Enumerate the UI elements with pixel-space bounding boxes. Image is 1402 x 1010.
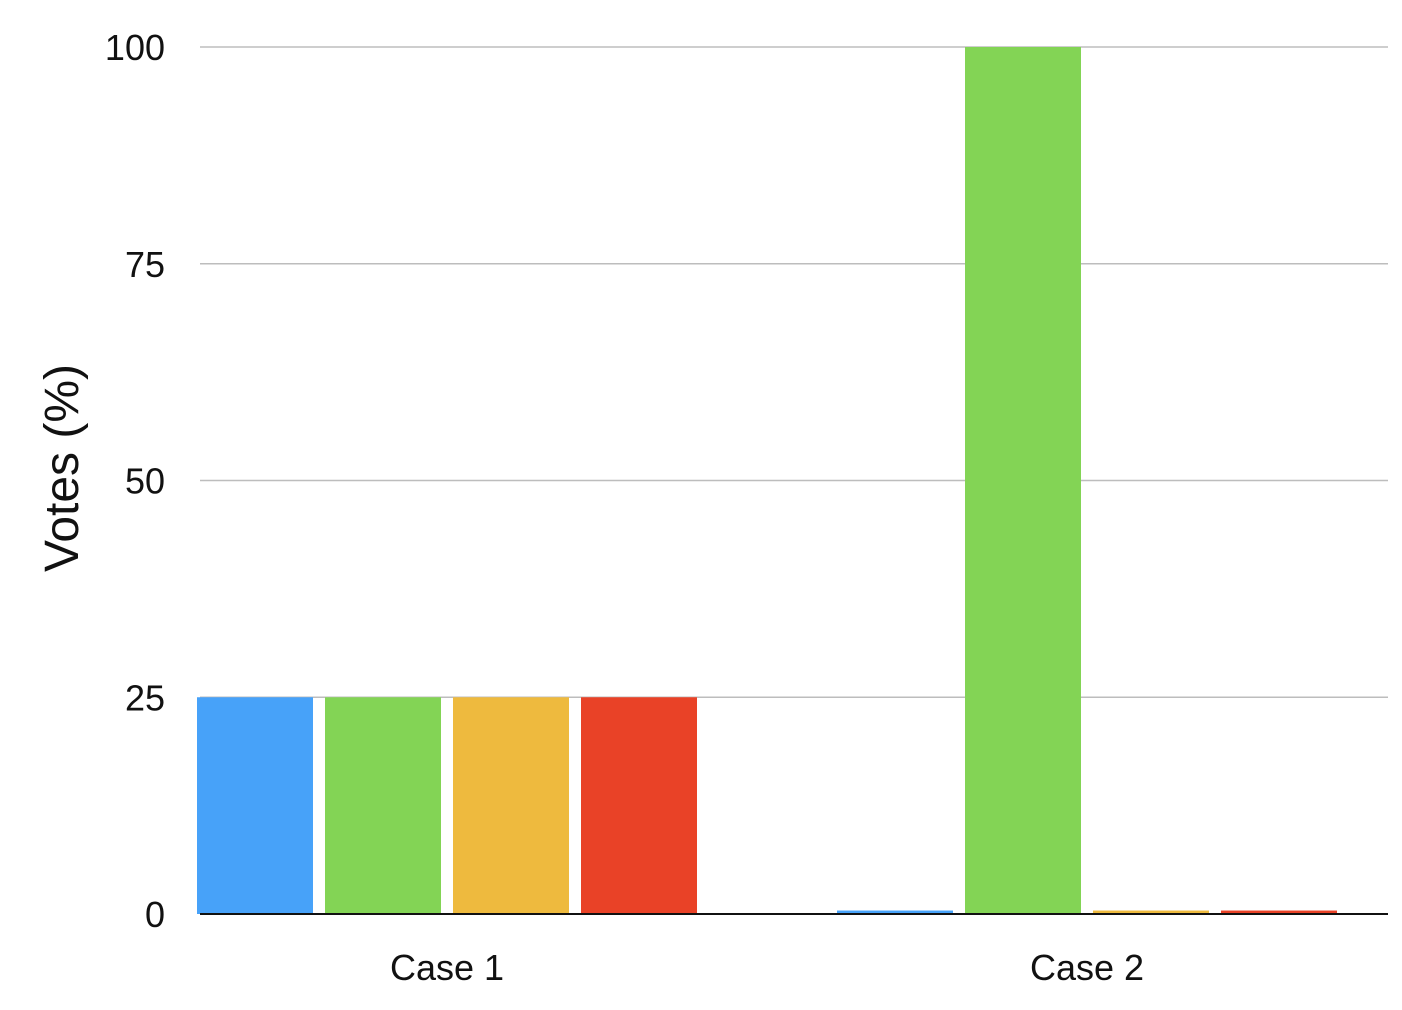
bar <box>197 697 313 914</box>
bars <box>197 47 1337 914</box>
y-tick-label: 100 <box>105 27 165 68</box>
bar <box>581 697 697 914</box>
y-tick-label: 25 <box>125 677 165 718</box>
y-tick-label: 0 <box>145 894 165 935</box>
y-tick-label: 75 <box>125 244 165 285</box>
bar <box>1093 910 1209 914</box>
bar <box>965 47 1081 914</box>
y-tick-labels: 0 25 50 75 100 <box>105 27 165 935</box>
x-tick-label: Case 2 <box>1030 947 1144 988</box>
bar <box>453 697 569 914</box>
gridlines <box>200 46 1388 698</box>
y-tick-label: 50 <box>125 461 165 502</box>
bar <box>837 910 953 914</box>
y-axis-title: Votes (%) <box>36 364 89 572</box>
x-tick-labels: Case 1 Case 2 <box>390 947 1144 988</box>
x-tick-label: Case 1 <box>390 947 504 988</box>
bar <box>325 697 441 914</box>
bar <box>1221 910 1337 914</box>
